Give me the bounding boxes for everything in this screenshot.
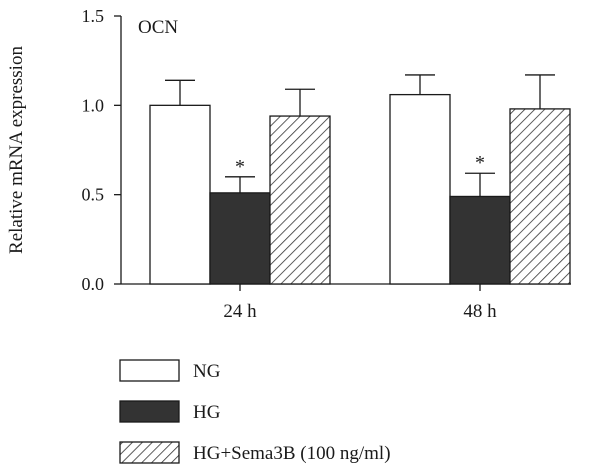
- y-tick-label: 0.0: [82, 274, 105, 294]
- x-ticks: 24 h 48 h: [223, 284, 497, 322]
- legend-swatch: [119, 359, 180, 382]
- bar: [149, 104, 211, 285]
- chart-title: OCN: [138, 17, 178, 38]
- legend-label: HG: [193, 402, 221, 423]
- significance-marker: *: [235, 156, 245, 178]
- significance-marker: *: [475, 152, 485, 174]
- bar: [509, 108, 571, 285]
- bar: [389, 93, 451, 285]
- legend-swatch: [119, 400, 180, 423]
- y-tick-label: 0.5: [82, 185, 105, 205]
- bar: [209, 192, 271, 285]
- legend-label: NG: [193, 361, 221, 382]
- y-tick-label: 1.5: [82, 6, 105, 26]
- legend-label: HG+Sema3B (100 ng/ml): [193, 443, 391, 464]
- bar: [449, 195, 511, 285]
- y-axis-label: Relative mRNA expression: [6, 46, 27, 254]
- y-ticks: 0.0 0.5 1.0 1.5: [82, 6, 121, 294]
- x-tick-label: 48 h: [463, 301, 497, 322]
- legend: NG HG HG+Sema3B (100 ng/ml): [119, 359, 391, 464]
- bars: * *: [149, 74, 571, 285]
- x-tick-label: 24 h: [223, 301, 257, 322]
- legend-swatch: [119, 441, 180, 464]
- bar: [269, 115, 331, 285]
- y-tick-label: 1.0: [82, 95, 105, 115]
